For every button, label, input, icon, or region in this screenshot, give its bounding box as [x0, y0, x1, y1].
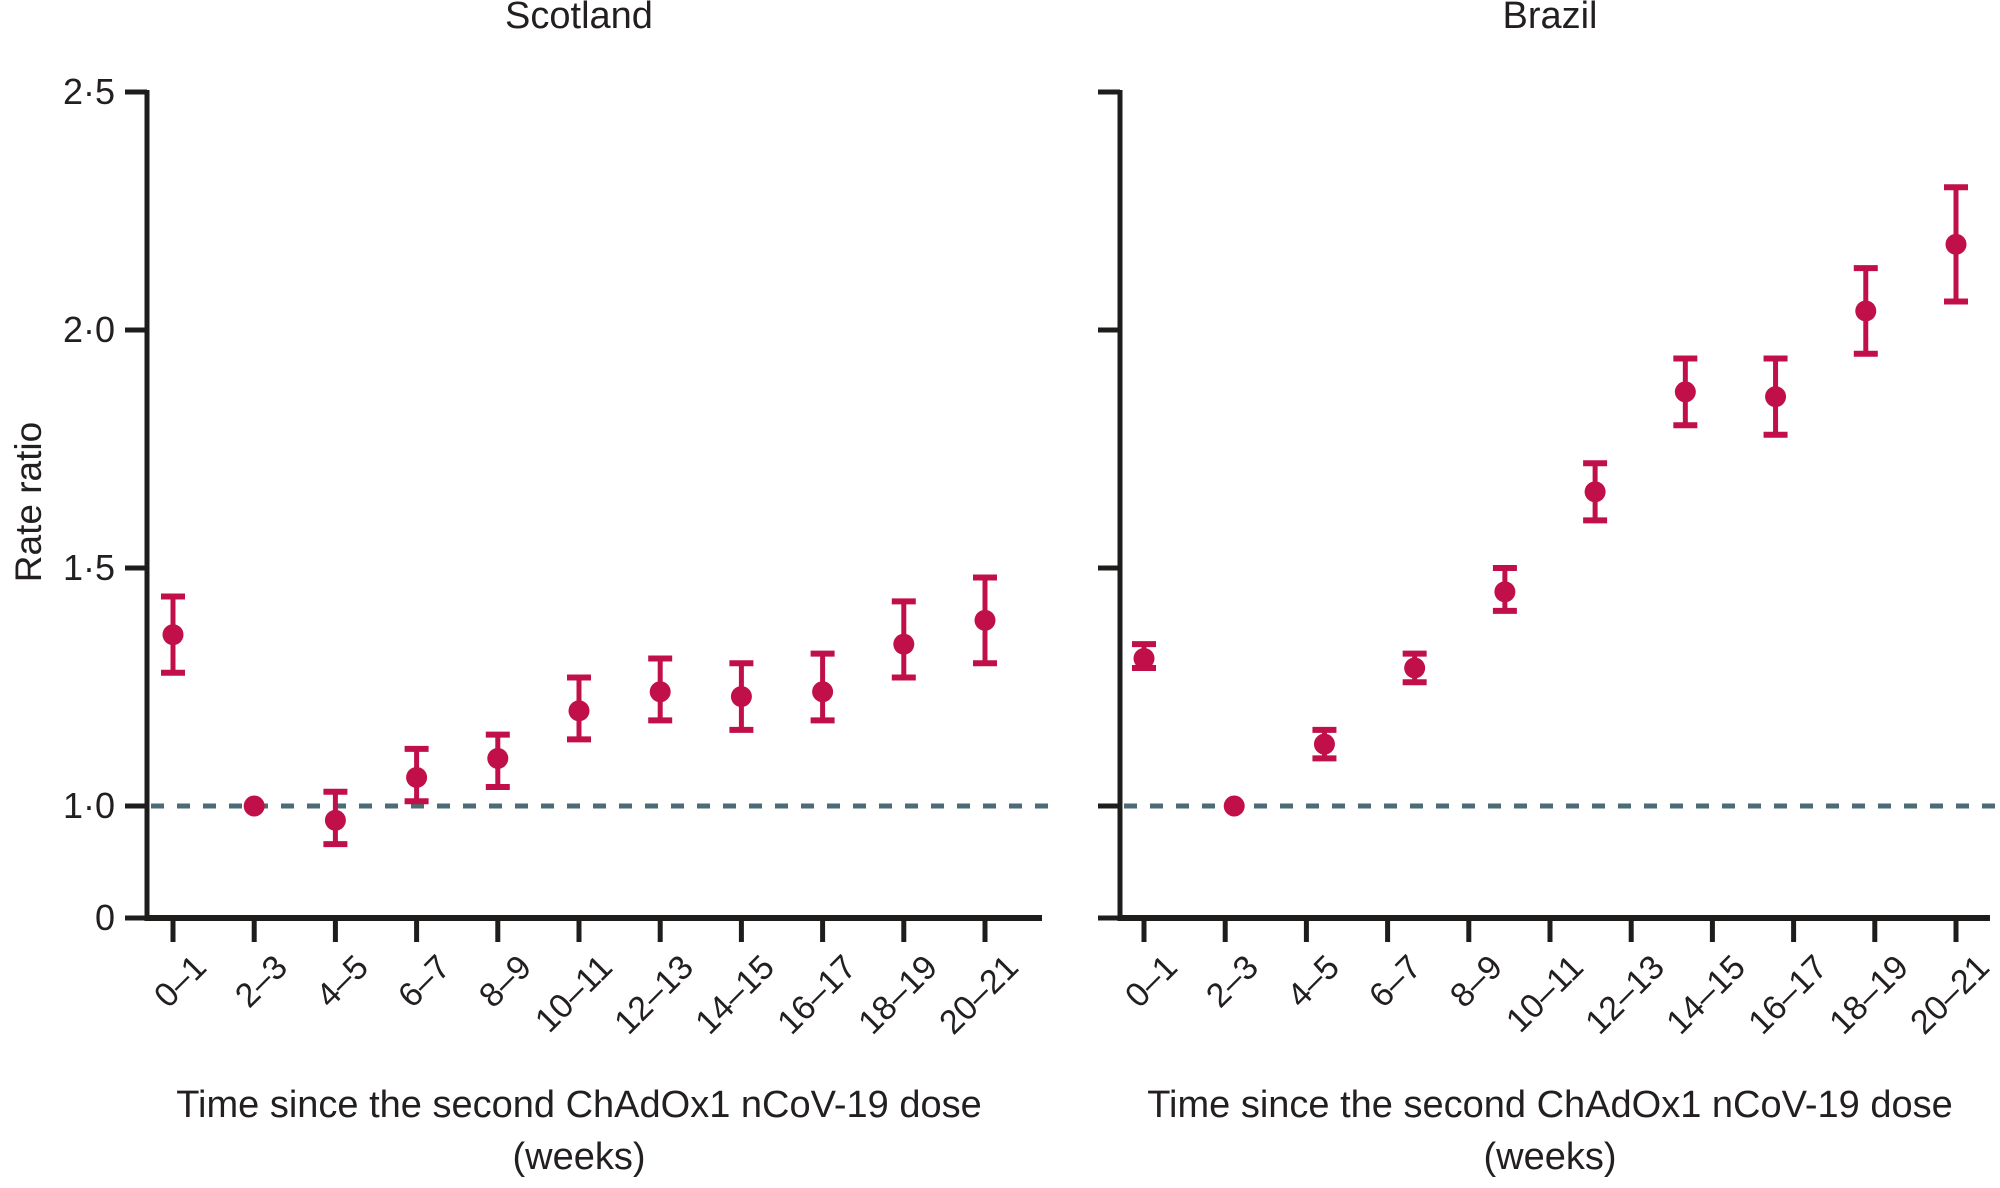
data-point-dot	[324, 809, 346, 831]
data-point-dot	[1765, 386, 1787, 408]
y-tick-label: 2·0	[62, 309, 115, 350]
panel-title-brazil: Brazil	[1502, 0, 1598, 37]
data-point-dot	[1855, 300, 1877, 322]
reference-point-dot	[243, 795, 265, 817]
x-axis-label-scotland-line2: (weeks)	[512, 1136, 646, 1178]
data-point-dot	[1133, 647, 1155, 669]
data-point-dot	[1404, 657, 1426, 679]
data-point-dot	[974, 609, 996, 631]
data-point-dot	[1494, 581, 1516, 603]
panel-title-scotland: Scotland	[505, 0, 653, 37]
data-point-dot	[162, 624, 184, 646]
data-point-dot	[1313, 733, 1335, 755]
x-axis-label-scotland-line1: Time since the second ChAdOx1 nCoV-19 do…	[176, 1084, 982, 1126]
x-axis-label-brazil-line1: Time since the second ChAdOx1 nCoV-19 do…	[1147, 1084, 1953, 1126]
data-point-dot	[1945, 233, 1967, 255]
data-point-dot	[487, 747, 509, 769]
reference-point-dot	[1223, 795, 1245, 817]
data-point-dot	[406, 766, 428, 788]
y-axis-label: Rate ratio	[8, 421, 49, 583]
y-tick-label: 1·5	[62, 547, 115, 588]
x-axis-label-brazil-line2: (weeks)	[1483, 1136, 1617, 1178]
y-tick-label: 2·5	[62, 71, 115, 112]
data-point-dot	[1584, 481, 1606, 503]
y-tick-label: 1·0	[62, 785, 115, 826]
data-point-dot	[730, 686, 752, 708]
data-point-dot	[812, 681, 834, 703]
data-point-dot	[568, 700, 590, 722]
data-point-dot	[649, 681, 671, 703]
y-tick-label: 0	[94, 897, 115, 938]
data-point-dot	[893, 633, 915, 655]
data-point-dot	[1674, 381, 1696, 403]
